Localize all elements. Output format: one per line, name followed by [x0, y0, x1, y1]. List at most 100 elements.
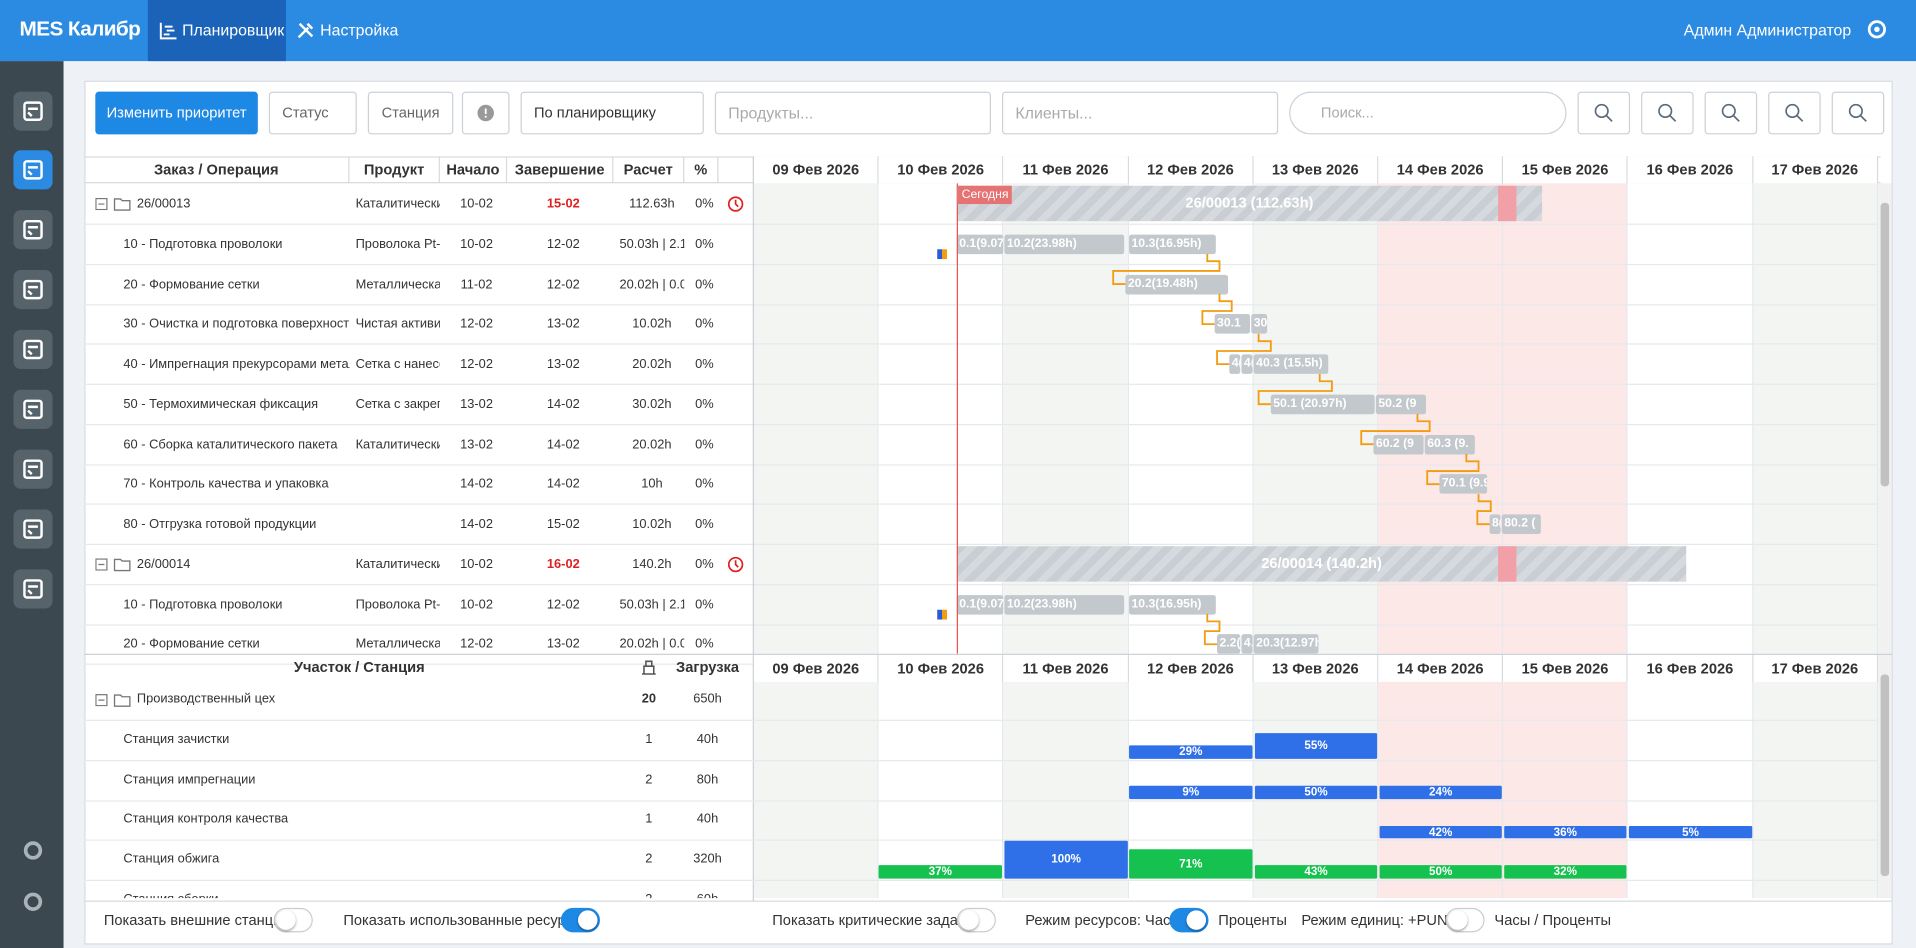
task-bar[interactable]: 0.1(9.07h	[956, 234, 1004, 254]
sidebar-button[interactable]	[13, 91, 53, 131]
user-icon[interactable]	[1866, 18, 1888, 40]
planner-select[interactable]: По планировщику	[520, 91, 704, 135]
toolbar-icon-button[interactable]	[1768, 91, 1821, 135]
toggle[interactable]	[1169, 907, 1209, 933]
task-bar[interactable]: 4(	[1229, 354, 1241, 374]
sidebar-button[interactable]	[21, 838, 45, 862]
task-bar[interactable]: 20.2(19.48h)	[1125, 274, 1229, 294]
station-button[interactable]: Станция	[367, 91, 454, 135]
sidebar-button[interactable]	[13, 509, 53, 549]
toolbar-icon-button-glyph	[1594, 103, 1613, 122]
task-bar[interactable]: 4(	[1241, 354, 1253, 374]
sidebar-button[interactable]	[13, 569, 53, 609]
collapse-toggle[interactable]	[95, 694, 108, 707]
sidebar-button[interactable]	[13, 329, 53, 370]
clients-select[interactable]: Клиенты...	[1001, 91, 1279, 135]
task-bar[interactable]: 10.2(23.98h)	[1004, 234, 1125, 254]
station-name: Производственный цех	[136, 691, 276, 707]
load-bar[interactable]: 32%	[1504, 865, 1627, 879]
tab[interactable]: Настройка	[320, 20, 399, 40]
load-bar[interactable]: 9%	[1129, 785, 1253, 799]
footer-label: Показать критические задачи	[772, 911, 974, 929]
brand[interactable]: MES Калибр	[19, 17, 141, 41]
footer-label: Показать внешние станции	[103, 911, 290, 929]
task-bar[interactable]: 80.2 (	[1501, 514, 1541, 534]
load-bar[interactable]: 42%	[1379, 826, 1502, 839]
toggle[interactable]	[1445, 907, 1485, 933]
sidebar-button[interactable]	[13, 389, 53, 429]
station-name: Станция импрегнации	[123, 771, 256, 787]
task-bar[interactable]: 50.1 (20.97h)	[1270, 394, 1375, 414]
load-bar[interactable]: 50%	[1379, 865, 1502, 879]
toggle[interactable]	[273, 907, 313, 933]
task-bar[interactable]: 10.2(23.98h)	[1004, 594, 1125, 615]
cell: Проволока Pt-/	[355, 236, 440, 252]
cell: Металлическая	[355, 276, 440, 292]
day-column	[1503, 679, 1629, 899]
load-bar[interactable]: 50%	[1254, 785, 1378, 799]
load-bar[interactable]: 29%	[1129, 745, 1253, 759]
task-bar[interactable]: 0.1(9.07h	[956, 594, 1004, 615]
load-bar[interactable]: 24%	[1379, 785, 1502, 799]
load-bar[interactable]: 55%	[1254, 733, 1378, 759]
toolbar-icon-button[interactable]	[1577, 91, 1631, 135]
dependency-line	[1257, 373, 1333, 406]
cell: 26/00013	[136, 196, 191, 212]
task-bar[interactable]: 4.2(	[1241, 634, 1253, 654]
task-bar[interactable]: 60.3 (9.	[1424, 434, 1475, 454]
status-dropdown[interactable]: Статус	[268, 91, 357, 135]
sidebar-button[interactable]	[13, 270, 53, 310]
date-header: 09 Фев 2026	[753, 654, 879, 682]
cell: 26/00014	[136, 556, 191, 572]
resource-icon	[639, 657, 659, 677]
load-bar[interactable]: 5%	[1628, 826, 1753, 839]
day-column	[1628, 679, 1753, 899]
load-bar[interactable]: 100%	[1004, 840, 1128, 879]
collapse-toggle[interactable]	[95, 197, 108, 211]
load-bar[interactable]: 37%	[878, 865, 1002, 879]
task-bar[interactable]: 10.3(16.95h)	[1129, 594, 1216, 615]
stations-area: Производственный цех 20 650h Станция зачист…	[84, 679, 1879, 898]
tab[interactable]: Планировщик	[182, 20, 285, 40]
task-bar[interactable]: 26/00013 (112.63h)	[956, 185, 1543, 222]
resource-icon-glyph	[642, 660, 656, 675]
collapse-toggle[interactable]	[95, 558, 108, 571]
gantt-area: 26/00013 (112.63h)0.1(9.07h10.2(23.98h)1…	[754, 183, 1878, 654]
cell: 20.02h	[632, 356, 672, 372]
toolbar-icon-button[interactable]	[1641, 91, 1694, 135]
sidebar-button[interactable]	[13, 449, 53, 489]
task-bar[interactable]: 2.2(	[1217, 634, 1241, 654]
toggle[interactable]	[956, 907, 996, 933]
folder-icon	[113, 196, 131, 213]
sidebar-button[interactable]	[21, 890, 45, 914]
load-bar[interactable]: 36%	[1504, 826, 1627, 839]
date-header: 13 Фев 2026	[1253, 654, 1379, 682]
row-line	[84, 263, 1879, 265]
task-bar[interactable]: 10.3(16.95h)	[1129, 234, 1216, 254]
task-bar[interactable]: 8(	[1489, 514, 1501, 534]
info-button[interactable]	[461, 91, 510, 135]
search-input[interactable]: Поиск...	[1289, 91, 1567, 135]
task-bar[interactable]: 26/00014 (140.2h)	[956, 545, 1687, 582]
tab-icon-glyph	[297, 22, 314, 39]
cell: 0%	[695, 436, 714, 452]
task-bar[interactable]: 40.3 (15.5h)	[1253, 354, 1329, 374]
cell: 0%	[695, 636, 714, 652]
load-bar[interactable]: 71%	[1129, 849, 1253, 879]
task-bar[interactable]: 70.1 (9.9	[1439, 474, 1488, 494]
products-select[interactable]: Продукты...	[714, 91, 991, 135]
task-bar[interactable]: 30	[1251, 314, 1268, 334]
task-bar[interactable]: 60.2 (9	[1373, 434, 1424, 454]
toggle[interactable]	[560, 907, 600, 933]
sidebar-glyph	[23, 279, 43, 300]
task-bar[interactable]: 50.2 (9	[1375, 394, 1427, 414]
task-bar[interactable]: 20.3(12.97h)	[1253, 634, 1319, 654]
user-name[interactable]: Админ Администратор	[1683, 20, 1852, 40]
toolbar-icon-button[interactable]	[1704, 91, 1758, 135]
priority-button[interactable]: Изменить приоритет	[95, 91, 258, 135]
toolbar-icon-button[interactable]	[1831, 91, 1885, 135]
sidebar-button[interactable]	[13, 210, 53, 250]
load-bar[interactable]: 43%	[1254, 865, 1378, 879]
sidebar-button[interactable]	[13, 150, 53, 190]
task-bar[interactable]: 30.1	[1214, 314, 1251, 334]
